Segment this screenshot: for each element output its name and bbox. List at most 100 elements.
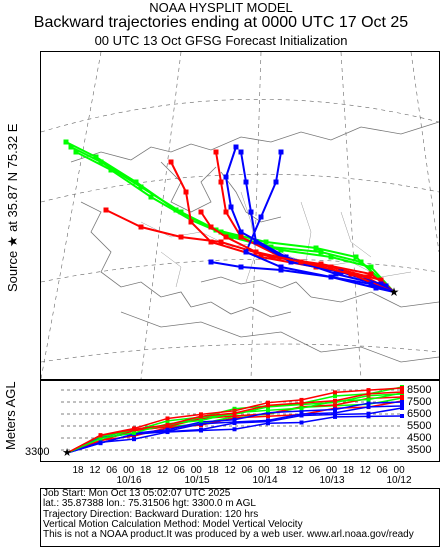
altitude-marker [266, 408, 270, 413]
time-tick-label: 12 [156, 465, 169, 476]
altitude-marker [299, 412, 304, 417]
trajectory-marker [133, 179, 139, 185]
altitude-panel: ★ [40, 380, 440, 462]
altitude-marker [333, 407, 337, 412]
altitude-marker [232, 411, 237, 416]
trajectory-marker [238, 264, 244, 270]
time-tick-label: 18 [275, 465, 287, 476]
job-info-box: Job Start: Mon Oct 13 05:02:07 UTC 2025 … [40, 488, 440, 547]
trajectory-marker [328, 274, 334, 280]
time-tick-label: 00 [325, 465, 338, 476]
trajectory-marker [263, 239, 269, 245]
trajectory-line [224, 146, 395, 293]
altitude-marker [98, 436, 103, 441]
altitude-marker [299, 397, 304, 402]
date-label: 10/13 [319, 475, 345, 486]
trajectory-marker [278, 149, 284, 155]
altitude-marker [333, 394, 337, 399]
altitude-axis-label: Meters AGL [3, 381, 18, 450]
altitude-marker [400, 395, 404, 399]
altitude-marker [299, 409, 304, 414]
trajectory-marker [223, 209, 229, 215]
forecast-subtitle: 00 UTC 13 Oct GFSG Forecast Initializati… [94, 33, 348, 48]
altitude-profiles [66, 385, 404, 454]
altitude-marker [165, 416, 170, 421]
altitude-marker [333, 403, 337, 408]
altitude-marker [165, 422, 170, 427]
coastlines [70, 121, 439, 363]
trajectory-marker [278, 264, 284, 270]
altitude-marker [266, 421, 270, 426]
source-location-label: Source ★ at 35.87 N 75.32 E [5, 123, 20, 292]
trajectory-marker [228, 204, 234, 210]
time-tick-label: 00 [258, 465, 270, 476]
time-tick-label: 00 [123, 465, 135, 476]
altitude-marker [232, 419, 237, 424]
time-tick-label: 12 [89, 465, 101, 476]
altitude-marker [199, 421, 203, 426]
time-tick-label: 18 [207, 465, 219, 476]
altitude-marker [266, 403, 270, 408]
altitude-marker [299, 400, 304, 405]
trajectory-marker [148, 194, 154, 200]
date-label: 10/14 [252, 475, 278, 486]
location-line: lat.: 35.87388 lon.: 75.31506 hgt: 3300.… [43, 498, 256, 510]
altitude-marker [400, 386, 404, 390]
alt-level-label: 3500 [407, 444, 432, 456]
graticule [41, 52, 439, 379]
altitude-marker [165, 418, 170, 423]
date-label: 10/12 [386, 475, 412, 486]
trajectory-marker [278, 267, 284, 273]
trajectory-marker [223, 174, 229, 180]
trajectory-marker [318, 249, 324, 255]
trajectory-marker [278, 247, 284, 253]
trajectory-marker [368, 264, 374, 270]
time-tick-label: 12 [359, 465, 371, 476]
time-tick-label: 06 [241, 465, 253, 476]
source-star-icon: ★ [389, 285, 400, 299]
trajectory-marker [378, 277, 384, 283]
altitude-marker [165, 425, 170, 430]
trajectory-marker [188, 219, 194, 225]
altitude-marker [333, 398, 337, 403]
vertical-method-line: Vertical Motion Calculation Method: Mode… [43, 518, 303, 530]
time-tick-label: 00 [190, 465, 202, 476]
altitude-marker [98, 441, 103, 446]
trajectory-marker [228, 234, 234, 240]
trajectories [63, 139, 395, 293]
altitude-marker [165, 429, 170, 434]
trajectory-marker [333, 271, 339, 277]
trajectory-marker [268, 254, 274, 260]
trajectory-marker [328, 254, 334, 260]
altitude-marker [132, 430, 136, 435]
altitude-marker [299, 420, 304, 425]
trajectory-marker [233, 144, 239, 150]
trajectory-marker [373, 285, 379, 291]
job-start-line: Job Start: Mon Oct 13 05:02:07 UTC 2025 [43, 488, 231, 499]
trajectory-marker [218, 179, 224, 185]
trajectory-line [210, 261, 395, 293]
trajectory-marker [383, 283, 389, 289]
date-label: 10/16 [116, 475, 142, 486]
altitude-marker [400, 390, 404, 394]
altitude-marker [333, 414, 337, 419]
trajectory-marker [248, 209, 254, 215]
altitude-marker [333, 390, 337, 395]
trajectory-marker [73, 149, 79, 155]
start-altitude-label: 3300 [25, 446, 50, 458]
altitude-marker [366, 404, 371, 409]
altitude-marker [98, 433, 103, 438]
map-svg: ★ [41, 52, 439, 379]
trajectory-marker [93, 154, 99, 160]
altitude-marker [366, 388, 371, 393]
altitude-marker [132, 437, 136, 442]
trajectory-marker [168, 159, 174, 165]
trajectory-marker [348, 271, 354, 277]
trajectory-marker [63, 139, 69, 145]
trajectory-marker [138, 224, 144, 230]
alt-level-label: 8500 [407, 384, 432, 396]
trajectory-marker [213, 149, 219, 155]
altitude-marker [199, 428, 203, 433]
trajectory-marker [258, 214, 264, 220]
altitude-marker [232, 427, 237, 432]
